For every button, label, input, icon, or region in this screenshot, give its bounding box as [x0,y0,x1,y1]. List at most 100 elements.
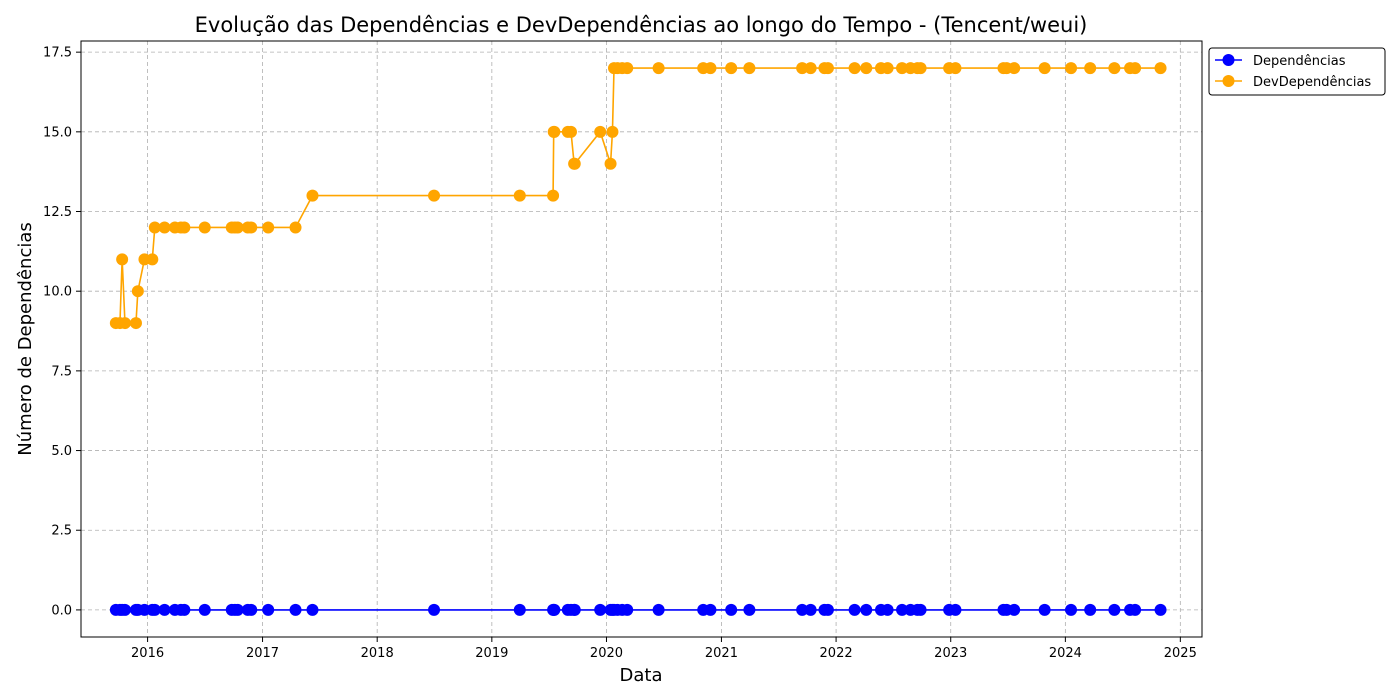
data-point-devdependencias [914,62,927,75]
y-tick-label: 17.5 [43,46,72,61]
data-point-devdependencias [129,317,142,330]
data-point-dependencias [1065,603,1078,616]
data-point-dependencias [652,603,665,616]
data-point-devdependencias [116,253,129,266]
data-point-devdependencias [594,125,607,138]
data-point-devdependencias [1108,62,1121,75]
legend-box [1208,47,1386,96]
plot-area [109,62,1167,616]
y-tick-label: 12.5 [43,205,72,220]
x-tick-label: 2018 [361,646,394,661]
y-tick-label: 7.5 [51,364,72,379]
data-point-dependencias [621,603,634,616]
legend-marker-dependencias [1222,54,1235,66]
data-point-dependencias [245,603,258,616]
data-point-devdependencias [1065,62,1078,75]
legend-marker-devdependencias [1222,75,1235,87]
data-point-dependencias [881,603,894,616]
data-point-dependencias [594,603,607,616]
data-point-dependencias [231,603,244,616]
data-point-devdependencias [178,221,191,234]
y-tick-label: 15.0 [43,125,72,140]
y-tick-label: 5.0 [51,444,72,459]
data-point-dependencias [1084,603,1097,616]
data-point-dependencias [914,603,927,616]
data-point-devdependencias [148,221,161,234]
data-point-dependencias [821,603,834,616]
data-point-dependencias [1038,603,1051,616]
legend-label-devdependencias: DevDependências [1253,75,1371,90]
x-tick-label: 2016 [131,646,164,661]
data-point-devdependencias [881,62,894,75]
data-point-dependencias [1129,603,1142,616]
data-point-devdependencias [743,62,756,75]
data-point-devdependencias [158,221,171,234]
data-point-devdependencias [245,221,258,234]
x-tick-label: 2024 [1049,646,1082,661]
data-point-devdependencias [606,125,619,138]
chart-title: Evolução das Dependências e DevDependênc… [195,13,1088,37]
data-point-devdependencias [604,157,617,170]
data-point-dependencias [289,603,302,616]
data-point-dependencias [428,603,441,616]
x-tick-label: 2025 [1164,646,1197,661]
data-point-dependencias [1108,603,1121,616]
data-point-devdependencias [848,62,861,75]
plot-frame [80,40,1203,638]
data-point-devdependencias [428,189,441,202]
data-point-dependencias [118,603,131,616]
data-point-devdependencias [621,62,634,75]
data-point-devdependencias [725,62,738,75]
series-dependencias [109,603,1167,616]
series-line-devdependencias [115,67,1161,324]
legend-label-dependencias: Dependências [1253,54,1346,69]
data-point-dependencias [306,603,319,616]
data-point-dependencias [158,603,171,616]
data-point-dependencias [704,603,717,616]
data-point-devdependencias [548,125,561,138]
data-point-dependencias [198,603,211,616]
data-point-dependencias [513,603,526,616]
data-point-devdependencias [796,62,809,75]
series-devdependencias [109,62,1167,330]
data-point-devdependencias [804,62,817,75]
data-point-devdependencias [1038,62,1051,75]
x-tick-label: 2017 [246,646,279,661]
data-point-devdependencias [704,62,717,75]
data-point-devdependencias [146,253,159,266]
data-point-dependencias [949,603,962,616]
data-point-devdependencias [949,62,962,75]
y-tick-label: 10.0 [43,285,72,300]
data-point-devdependencias [896,62,909,75]
data-point-devdependencias [860,62,873,75]
data-point-devdependencias [198,221,211,234]
y-tick-label: 2.5 [51,524,72,539]
data-point-dependencias [1008,603,1021,616]
data-point-dependencias [796,603,809,616]
x-axis: 2016 2017 2018 2019 2020 2021 2022 2023 2024 2025 [131,637,1197,661]
grid [81,41,1202,637]
data-point-devdependencias [231,221,244,234]
data-point-devdependencias [1154,62,1167,75]
data-point-devdependencias [564,125,577,138]
data-point-devdependencias [289,221,302,234]
data-point-devdependencias [547,189,560,202]
data-point-dependencias [743,603,756,616]
data-point-devdependencias [262,221,275,234]
x-tick-label: 2020 [590,646,623,661]
data-point-devdependencias [306,189,319,202]
data-point-devdependencias [821,62,834,75]
data-point-dependencias [860,603,873,616]
data-point-dependencias [1154,603,1167,616]
legend: Dependências DevDependências [1208,47,1386,96]
data-point-devdependencias [118,317,131,330]
data-point-dependencias [548,603,561,616]
data-point-devdependencias [1084,62,1097,75]
x-tick-label: 2022 [820,646,853,661]
data-point-devdependencias [513,189,526,202]
data-point-dependencias [725,603,738,616]
data-point-devdependencias [652,62,665,75]
data-point-dependencias [804,603,817,616]
y-axis: 0.0 2.5 5.0 7.5 10.0 12.5 15.0 17.5 [43,46,81,618]
